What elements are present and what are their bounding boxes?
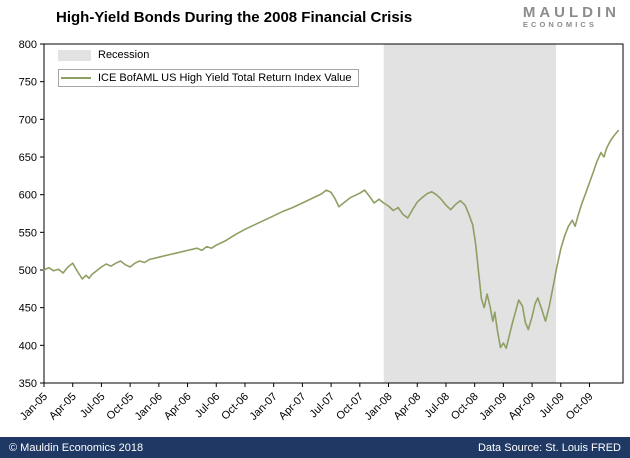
x-tick-label: Apr-09 [506,391,538,423]
x-tick-label: Apr-06 [162,391,194,423]
recession-swatch [58,49,91,61]
line-chart: 350400450500550600650700750800Jan-05Apr-… [18,39,624,423]
x-tick-label: Oct-08 [449,391,481,423]
x-tick-label: Jul-08 [422,391,452,421]
series-legend-box: ICE BofAML US High Yield Total Return In… [58,69,359,87]
y-tick-label: 350 [19,378,37,390]
x-tick-label: Jan-07 [248,391,280,423]
x-tick-label: Apr-07 [277,391,309,423]
x-tick-label: Jul-05 [78,391,108,421]
x-tick-label: Oct-05 [104,391,136,423]
x-tick-label: Oct-07 [334,391,366,423]
x-tick-label: Jan-05 [18,391,50,423]
page-header: High-Yield Bonds During the 2008 Financi… [0,0,630,36]
y-tick-label: 550 [19,227,37,239]
legend-item-series: ICE BofAML US High Yield Total Return In… [58,69,359,87]
x-tick-label: Apr-05 [47,391,79,423]
logo-subtitle: ECONOMICS [522,20,597,29]
y-tick-label: 600 [19,190,37,202]
mauldin-logo: MAULDIN ECONOMICS [523,5,620,29]
y-tick-label: 400 [19,340,37,352]
y-tick-label: 500 [19,265,37,277]
x-tick-label: Jan-09 [477,391,509,423]
x-tick-label: Apr-08 [392,391,424,423]
series-line-swatch [61,77,91,79]
chart-legend: Recession ICE BofAML US High Yield Total… [58,49,359,95]
y-tick-label: 800 [19,39,37,51]
y-tick-label: 450 [19,303,37,315]
x-tick-label: Jan-08 [362,391,394,423]
x-tick-label: Oct-09 [564,391,596,423]
y-tick-label: 750 [19,77,37,89]
legend-series-label: ICE BofAML US High Yield Total Return In… [98,72,352,84]
chart-area: 350 400 450 500 550 600 650 700 750 800 Jan-05 Apr-… [0,36,630,437]
plot-frame [43,43,624,384]
page-title: High-Yield Bonds During the 2008 Financi… [56,9,413,26]
x-tick-label: Jul-09 [537,391,567,421]
series-line [43,129,620,350]
data-source-text: Data Source: St. Louis FRED [477,441,621,454]
x-tick-label: Oct-06 [219,391,251,423]
y-tick-label: 700 [19,114,37,126]
legend-recession-label: Recession [98,49,150,61]
y-tick-label: 650 [19,152,37,164]
x-tick-label: Jan-06 [133,391,165,423]
footer-bar: © Mauldin Economics 2018 Data Source: St… [0,437,630,458]
copyright-text: © Mauldin Economics 2018 [9,441,144,454]
x-tick-label: Jul-06 [193,391,223,421]
logo-wordmark: MAULDIN [522,4,620,21]
x-tick-label: Jul-07 [308,391,338,421]
legend-item-recession: Recession [58,49,359,61]
